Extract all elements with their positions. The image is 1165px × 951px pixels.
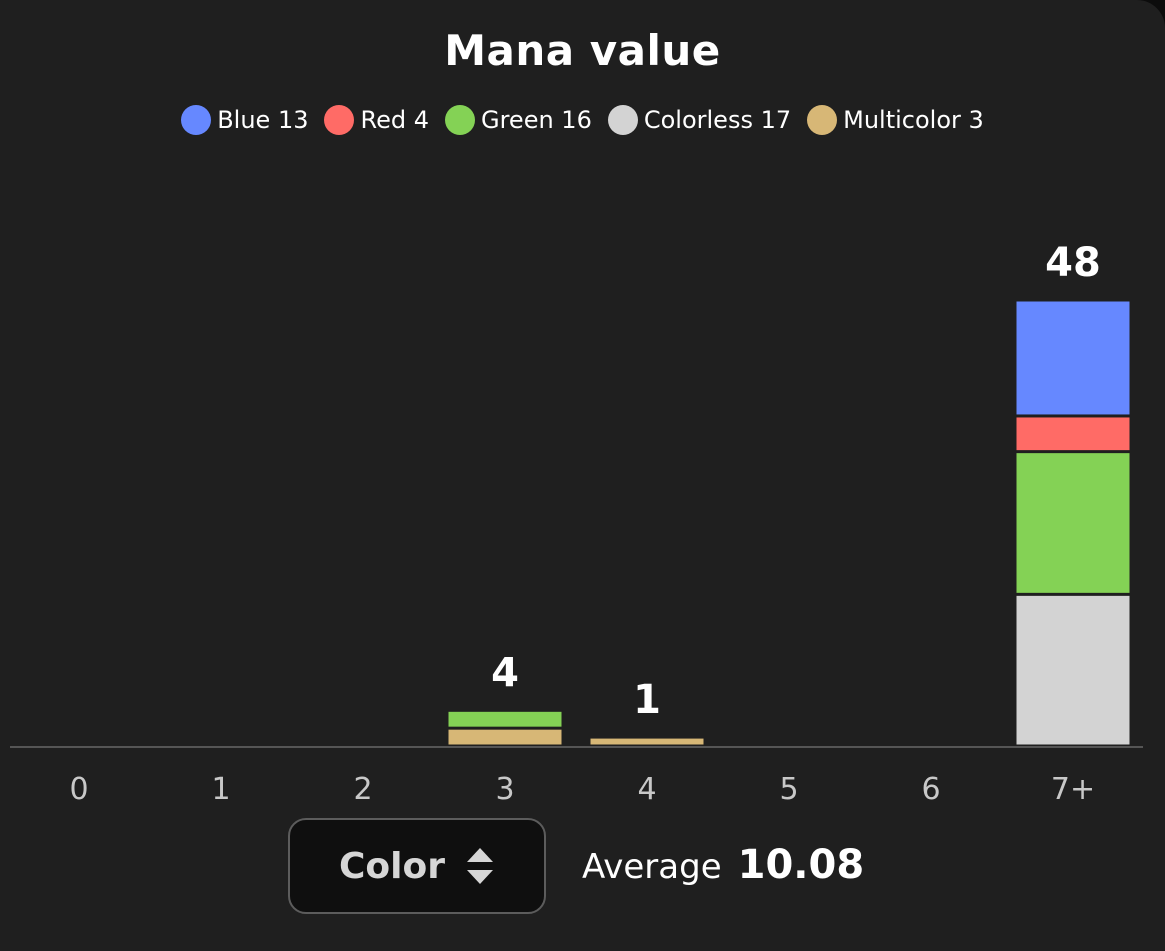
- legend-swatch: [181, 105, 212, 135]
- x-tick-label-2: 2: [353, 772, 372, 807]
- legend-swatch: [807, 105, 838, 135]
- bar-segment-red-7[interactable]: [1016, 417, 1130, 451]
- x-tick-label-5: 5: [779, 772, 798, 807]
- x-tick-label-7: 7+: [1051, 772, 1095, 807]
- chart-title: Mana value: [444, 26, 721, 75]
- group-by-select[interactable]: Color: [288, 818, 546, 914]
- legend-item-red: Red 4: [324, 105, 429, 135]
- chart-legend: Blue 13 Red 4 Green 16 Colorless 17 Multicol…: [0, 105, 1165, 135]
- legend-swatch: [444, 105, 475, 135]
- x-tick-label-1: 1: [211, 772, 230, 807]
- legend-label: Green 16: [480, 106, 592, 134]
- bar-total-label-3: 4: [491, 650, 519, 696]
- bar-segment-multicolor-3[interactable]: [448, 729, 562, 745]
- average-value: 10.08: [737, 842, 865, 888]
- average-label: Average: [582, 847, 722, 887]
- average-readout: Average 10.08: [582, 842, 864, 888]
- legend-swatch: [607, 105, 638, 135]
- bar-segment-blue-7[interactable]: [1016, 301, 1130, 415]
- x-tick-label-3: 3: [495, 772, 514, 807]
- group-by-label: Color: [339, 845, 445, 887]
- legend-item-multicolor: Multicolor 3: [807, 105, 984, 135]
- legend-label: Red 4: [360, 106, 429, 134]
- bar-total-label-7: 48: [1045, 240, 1101, 286]
- legend-item-green: Green 16: [444, 105, 592, 135]
- x-tick-label-0: 0: [69, 772, 88, 807]
- bar-segment-green-3[interactable]: [448, 711, 562, 727]
- bar-segment-green-7[interactable]: [1016, 453, 1130, 593]
- sort-updown-icon: [466, 848, 493, 884]
- legend-item-blue: Blue 13: [181, 105, 308, 135]
- legend-item-colorless: Colorless 17: [607, 105, 792, 135]
- legend-label: Colorless 17: [643, 106, 792, 134]
- legend-label: Blue 13: [217, 106, 309, 134]
- legend-swatch: [324, 105, 355, 135]
- x-tick-label-4: 4: [637, 772, 656, 807]
- bar-segment-multicolor-4[interactable]: [590, 738, 704, 745]
- legend-label: Multicolor 3: [843, 106, 984, 134]
- bar-total-label-4: 1: [633, 677, 661, 723]
- x-tick-label-6: 6: [921, 772, 940, 807]
- bar-segment-colorless-7[interactable]: [1016, 595, 1130, 745]
